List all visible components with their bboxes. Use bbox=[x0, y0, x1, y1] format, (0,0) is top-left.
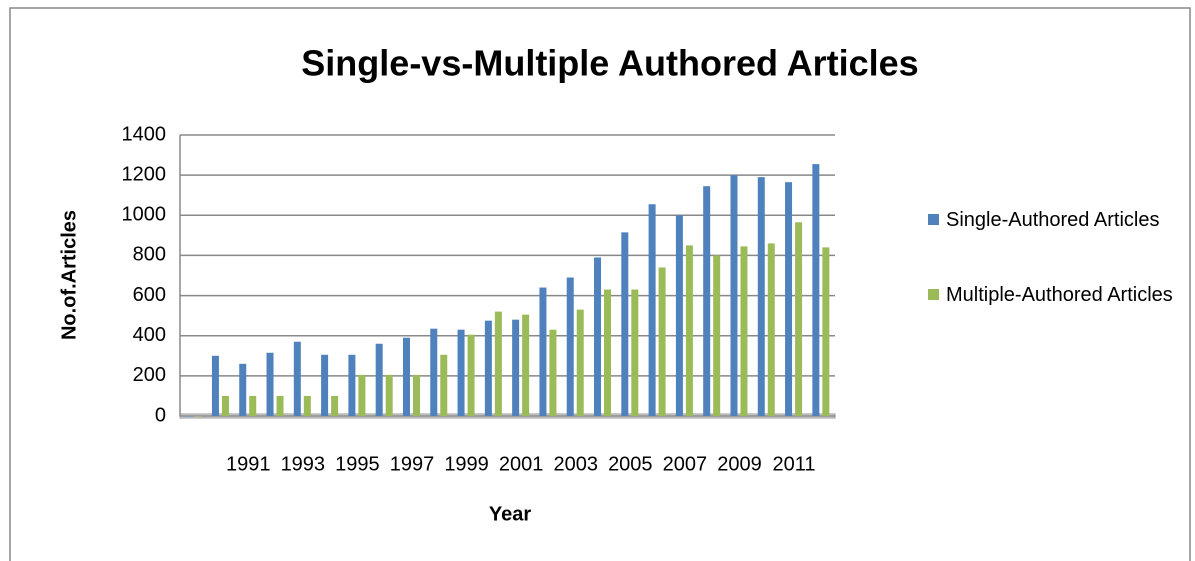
bar bbox=[303, 395, 311, 416]
bar bbox=[276, 395, 284, 416]
x-tick-label: 2003 bbox=[553, 453, 598, 475]
bar bbox=[566, 277, 574, 416]
bar bbox=[385, 374, 393, 416]
bar bbox=[822, 247, 830, 416]
x-tick-label: 1995 bbox=[335, 453, 380, 475]
bar bbox=[331, 395, 339, 416]
x-tick-label: 2011 bbox=[773, 453, 816, 475]
bar bbox=[440, 354, 448, 416]
bar bbox=[402, 337, 410, 416]
x-tick-label: 1999 bbox=[444, 453, 489, 475]
bar bbox=[457, 329, 465, 416]
bar bbox=[358, 374, 366, 416]
bar bbox=[658, 267, 666, 416]
x-axis-title: Year bbox=[489, 503, 531, 525]
bar bbox=[795, 222, 803, 416]
bar bbox=[685, 245, 693, 416]
bar bbox=[239, 363, 247, 416]
bar bbox=[812, 164, 820, 416]
bar bbox=[539, 287, 547, 416]
y-tick-label: 200 bbox=[133, 364, 166, 386]
bar bbox=[184, 416, 192, 417]
bar bbox=[740, 246, 748, 416]
bar bbox=[221, 395, 229, 416]
y-tick-label: 0 bbox=[155, 404, 166, 426]
y-tick-label: 1400 bbox=[122, 123, 167, 145]
bar bbox=[648, 204, 656, 416]
y-axis-title: No.of.Articles bbox=[58, 210, 80, 340]
x-tick-label: 1997 bbox=[390, 453, 435, 475]
x-tick-label: 2005 bbox=[608, 453, 653, 475]
bar bbox=[621, 232, 629, 416]
bar bbox=[348, 354, 356, 416]
bar bbox=[194, 416, 202, 417]
legend-label: Multiple-Authored Articles bbox=[946, 284, 1173, 306]
bar bbox=[467, 334, 475, 416]
y-tick-label: 800 bbox=[133, 244, 166, 266]
bar bbox=[484, 320, 492, 416]
bar bbox=[249, 395, 257, 416]
bar bbox=[594, 257, 602, 416]
bar bbox=[522, 314, 530, 416]
y-tick-label: 400 bbox=[133, 324, 166, 346]
bar bbox=[576, 309, 584, 416]
y-tick-label: 600 bbox=[133, 284, 166, 306]
legend-swatch bbox=[928, 289, 939, 300]
bar bbox=[713, 255, 721, 416]
chart-title: Single-vs-Multiple Authored Articles bbox=[301, 43, 918, 84]
bar bbox=[757, 177, 765, 416]
bar bbox=[631, 289, 639, 416]
x-tick-label: 2009 bbox=[717, 453, 762, 475]
bar bbox=[321, 354, 329, 416]
x-tick-label: 1993 bbox=[281, 453, 326, 475]
bar bbox=[703, 186, 711, 416]
bar bbox=[730, 175, 738, 416]
x-tick-label: 1991 bbox=[226, 453, 271, 475]
x-tick-label: 2001 bbox=[499, 453, 544, 475]
legend-swatch bbox=[928, 214, 939, 225]
bar bbox=[430, 328, 438, 416]
bar bbox=[211, 355, 219, 416]
y-tick-label: 1200 bbox=[122, 163, 167, 185]
bar bbox=[512, 319, 520, 416]
bar bbox=[675, 215, 683, 416]
bar bbox=[293, 341, 301, 416]
bar bbox=[767, 243, 775, 416]
x-tick-label: 2007 bbox=[663, 453, 708, 475]
bar bbox=[494, 311, 502, 416]
bar bbox=[604, 289, 612, 416]
bar bbox=[266, 352, 274, 416]
chart-border bbox=[9, 7, 1191, 561]
legend-label: Single-Authored Articles bbox=[946, 209, 1160, 231]
bar bbox=[375, 343, 383, 416]
bar bbox=[412, 374, 420, 416]
bar bbox=[549, 329, 557, 416]
bar bbox=[785, 182, 793, 416]
y-tick-label: 1000 bbox=[122, 204, 167, 226]
